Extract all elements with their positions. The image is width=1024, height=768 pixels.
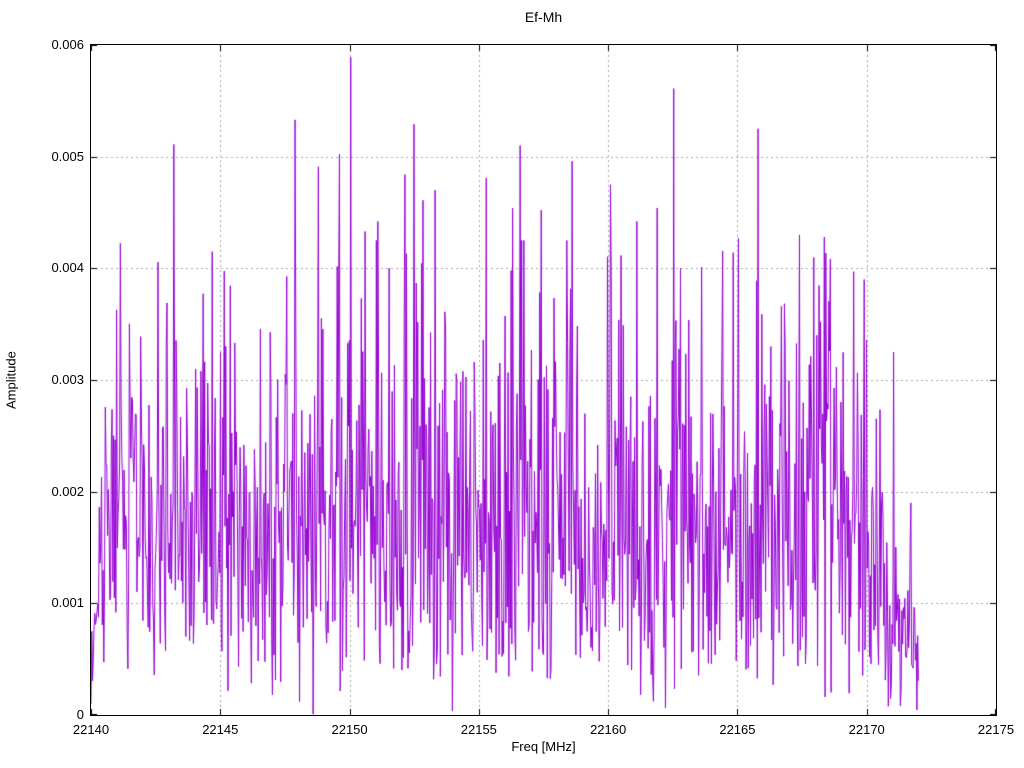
chart-title: Ef-Mh (524, 9, 563, 25)
y-tick-label: 0.006 (51, 37, 84, 52)
x-tick-label: 22140 (72, 722, 110, 737)
x-tick-label: 22155 (460, 722, 497, 737)
y-tick-label: 0 (76, 707, 84, 722)
y-tick-label: 0.003 (51, 372, 84, 387)
y-tick-label: 0.002 (51, 483, 84, 499)
x-tick-label: 22160 (590, 722, 627, 737)
y-tick-label: 0.005 (51, 148, 84, 164)
spectrum-plot-canvas (91, 45, 996, 715)
x-tick-label: 22170 (848, 722, 885, 737)
y-tick-label: 0.004 (51, 260, 84, 276)
x-tick-label: 22165 (719, 722, 756, 737)
x-axis-label: Freq [MHz] (511, 739, 576, 754)
plot-area (90, 44, 997, 716)
x-tick-label: 22150 (331, 722, 368, 737)
x-tick-label: 22145 (202, 722, 239, 737)
y-tick-label: 0.001 (51, 595, 84, 611)
x-tick-label: 22175 (977, 722, 1015, 737)
